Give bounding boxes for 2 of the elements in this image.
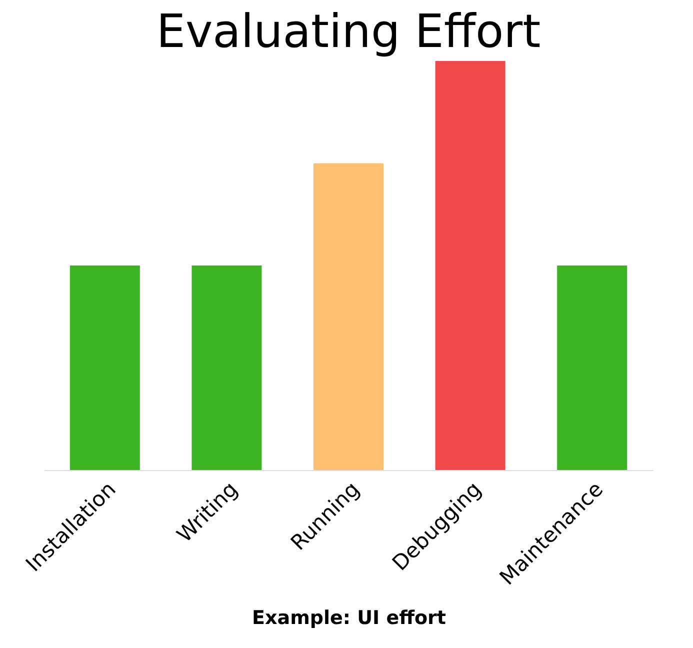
- chart-title: Evaluating Effort: [156, 4, 541, 58]
- x-axis-title: Example: UI effort: [252, 606, 446, 629]
